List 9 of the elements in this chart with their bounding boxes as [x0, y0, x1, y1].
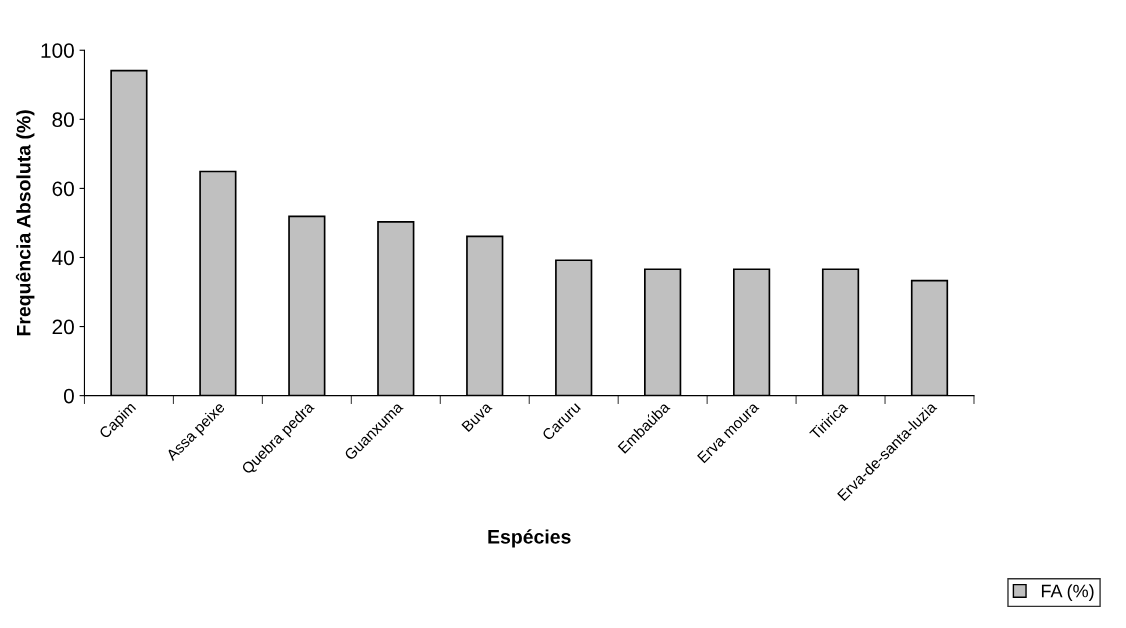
y-axis-title: Frequência Absoluta (%) — [15, 110, 35, 336]
x-axis-title: Espécies — [488, 529, 571, 548]
y-tick-label: 20 — [52, 319, 74, 335]
y-tick-label: 100 — [41, 43, 74, 58]
y-tick-label: 0 — [63, 388, 74, 404]
legend-label: FA (%) — [1041, 584, 1094, 601]
y-tick-label: 40 — [52, 250, 74, 266]
y-tick-label: 60 — [52, 181, 74, 197]
y-tick-label: 80 — [52, 112, 74, 128]
